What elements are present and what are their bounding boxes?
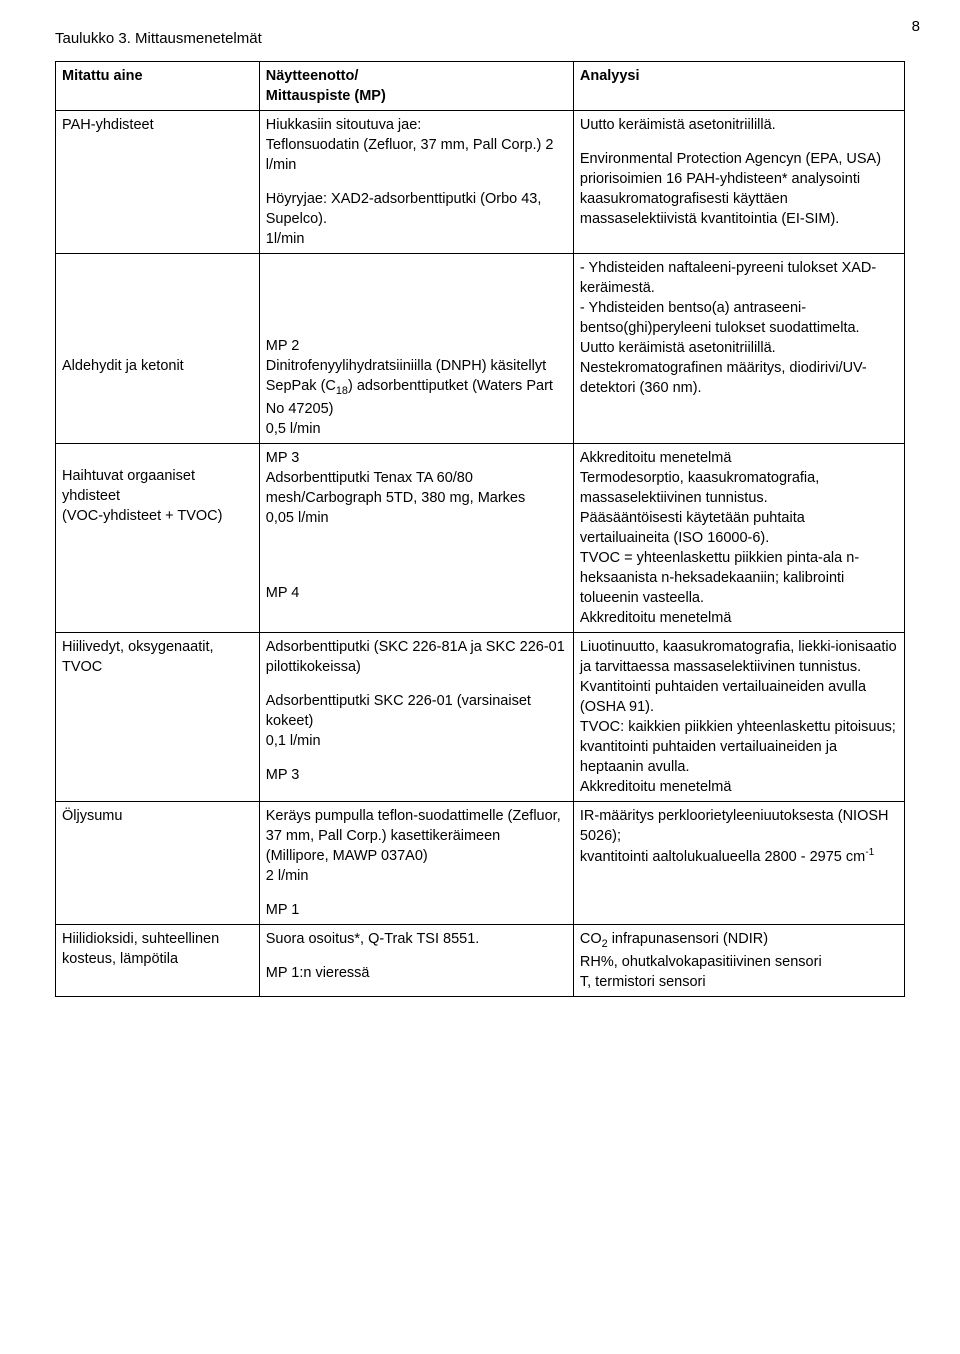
r5-c2-l1: Keräys pumpulla teflon-suodattimelle (Ze… <box>266 806 567 866</box>
header-col2: Näytteenotto/ Mittauspiste (MP) <box>259 62 573 111</box>
r2-c2-l1: Dinitrofenyylihydratsiiniilla (DNPH) käs… <box>266 356 567 419</box>
header-col1-text: Mitattu aine <box>62 68 143 84</box>
r3-c3-l3: TVOC = yhteenlaskettu piikkien pinta-ala… <box>580 548 898 608</box>
r6-c3-l1: CO2 infrapunasensori (NDIR) <box>580 929 898 952</box>
r3-substance: Haihtuvat orgaaniset yhdisteet (VOC-yhdi… <box>56 443 260 632</box>
r2-c3-top1: - Yhdisteiden naftaleeni-pyreeni tulokse… <box>580 258 898 298</box>
r6-method: Suora osoitus*, Q-Trak TSI 8551. MP 1:n … <box>259 924 573 996</box>
r2-c3-l1: Uutto keräimistä asetonitriilillä. <box>580 338 898 358</box>
r5-substance: Öljysumu <box>56 801 260 924</box>
r4-c3-l2: Kvantitointi puhtaiden vertailuaineiden … <box>580 677 898 717</box>
table-row: Aldehydit ja ketonit MP 2 Dinitrofenyyli… <box>56 254 905 444</box>
table-title: Taulukko 3. Mittausmenetelmät <box>55 30 905 47</box>
table-row: Haihtuvat orgaaniset yhdisteet (VOC-yhdi… <box>56 443 905 632</box>
r4-c2-bot: MP 3 <box>266 765 567 785</box>
r4-c2-l1: Adsorbenttiputki (SKC 226-81A ja SKC 226… <box>266 637 567 677</box>
r3-c3-bot: Akkreditoitu menetelmä <box>580 608 898 628</box>
r5-analysis: IR-määritys perkloorietyleeniuutoksesta … <box>573 801 904 924</box>
r2-c3-l2: Nestekromatografinen määritys, diodirivi… <box>580 358 898 398</box>
table-row: PAH-yhdisteet Hiukkasiin sitoutuva jae: … <box>56 111 905 254</box>
r2-method: MP 2 Dinitrofenyylihydratsiiniilla (DNPH… <box>259 254 573 444</box>
r1-method: Hiukkasiin sitoutuva jae: Teflonsuodatin… <box>259 111 573 254</box>
r1-c3-l1: Uutto keräimistä asetonitriilillä. <box>580 115 898 135</box>
r2-c1: Aldehydit ja ketonit <box>62 356 253 376</box>
r3-method: MP 3 Adsorbenttiputki Tenax TA 60/80 mes… <box>259 443 573 632</box>
header-col2b: Mittauspiste (MP) <box>266 86 567 106</box>
r3-c2-top: MP 3 <box>266 448 567 468</box>
r1-c2-l4: 1l/min <box>266 229 567 249</box>
r6-c2-l1: Suora osoitus*, Q-Trak TSI 8551. <box>266 929 567 949</box>
r3-c3-l2: Pääsääntöisesti käytetään puhtaita verta… <box>580 508 898 548</box>
r6-substance: Hiilidioksidi, suhteellinen kosteus, läm… <box>56 924 260 996</box>
table-row: Hiilidioksidi, suhteellinen kosteus, läm… <box>56 924 905 996</box>
r2-substance: Aldehydit ja ketonit <box>56 254 260 444</box>
r3-analysis: Akkreditoitu menetelmä Termodesorptio, k… <box>573 443 904 632</box>
r4-c3-bot: Akkreditoitu menetelmä <box>580 777 898 797</box>
page-number: 8 <box>912 18 920 35</box>
header-col2a: Näytteenotto/ <box>266 66 567 86</box>
header-col3-text: Analyysi <box>580 68 640 84</box>
r5-c3-l1: IR-määritys perkloorietyleeniuutoksesta … <box>580 806 898 846</box>
r3-c2-bot: MP 4 <box>266 583 567 603</box>
r3-c2-l2: 0,05 l/min <box>266 508 567 528</box>
r4-c2-l3: 0,1 l/min <box>266 731 567 751</box>
table-row: Hiilivedyt, oksygenaatit, TVOC Adsorbent… <box>56 632 905 801</box>
r6-c3-l3: T, termistori sensori <box>580 972 898 992</box>
r1-substance: PAH-yhdisteet <box>56 111 260 254</box>
r3-c1-l2: (VOC-yhdisteet + TVOC) <box>62 506 253 526</box>
r1-c2-l1: Hiukkasiin sitoutuva jae: <box>266 115 567 135</box>
r1-c2-l3: Höyryjae: XAD2-adsorbenttiputki (Orbo 43… <box>266 189 567 229</box>
table-row: Öljysumu Keräys pumpulla teflon-suodatti… <box>56 801 905 924</box>
r6-analysis: CO2 infrapunasensori (NDIR) RH%, ohutkal… <box>573 924 904 996</box>
r2-c2-l2: 0,5 l/min <box>266 419 567 439</box>
r1-c3-l2: Environmental Protection Agencyn (EPA, U… <box>580 149 898 229</box>
r5-c3-l2: kvantitointi aaltolukualueella 2800 - 29… <box>580 846 898 867</box>
r4-substance: Hiilivedyt, oksygenaatit, TVOC <box>56 632 260 801</box>
r4-c3-l1: Liuotinuutto, kaasukromatografia, liekki… <box>580 637 898 677</box>
r2-c2-top: MP 2 <box>266 336 567 356</box>
r5-method: Keräys pumpulla teflon-suodattimelle (Ze… <box>259 801 573 924</box>
r6-c3-l2: RH%, ohutkalvokapasitiivinen sensori <box>580 952 898 972</box>
r4-analysis: Liuotinuutto, kaasukromatografia, liekki… <box>573 632 904 801</box>
r4-c2-l2: Adsorbenttiputki SKC 226-01 (varsinaiset… <box>266 691 567 731</box>
r3-c2-l1: Adsorbenttiputki Tenax TA 60/80 mesh/Car… <box>266 468 567 508</box>
r1-analysis: Uutto keräimistä asetonitriilillä. Envir… <box>573 111 904 254</box>
methods-table: Mitattu aine Näytteenotto/ Mittauspiste … <box>55 61 905 997</box>
r3-c3-top: Akkreditoitu menetelmä <box>580 448 898 468</box>
r1-c2-l2: Teflonsuodatin (Zefluor, 37 mm, Pall Cor… <box>266 135 567 175</box>
r4-method: Adsorbenttiputki (SKC 226-81A ja SKC 226… <box>259 632 573 801</box>
r2-analysis: - Yhdisteiden naftaleeni-pyreeni tulokse… <box>573 254 904 444</box>
r6-c2-bot: MP 1:n vieressä <box>266 963 567 983</box>
r3-c1-l1: Haihtuvat orgaaniset yhdisteet <box>62 466 253 506</box>
header-col3: Analyysi <box>573 62 904 111</box>
table-header-row: Mitattu aine Näytteenotto/ Mittauspiste … <box>56 62 905 111</box>
r5-c2-bot: MP 1 <box>266 900 567 920</box>
r5-c2-l2: 2 l/min <box>266 866 567 886</box>
header-col1: Mitattu aine <box>56 62 260 111</box>
r3-c3-l1: Termodesorptio, kaasukromatografia, mass… <box>580 468 898 508</box>
r2-c3-top2: - Yhdisteiden bentso(a) antraseeni-bents… <box>580 298 898 338</box>
r4-c3-l3: TVOC: kaikkien piikkien yhteenlaskettu p… <box>580 717 898 777</box>
